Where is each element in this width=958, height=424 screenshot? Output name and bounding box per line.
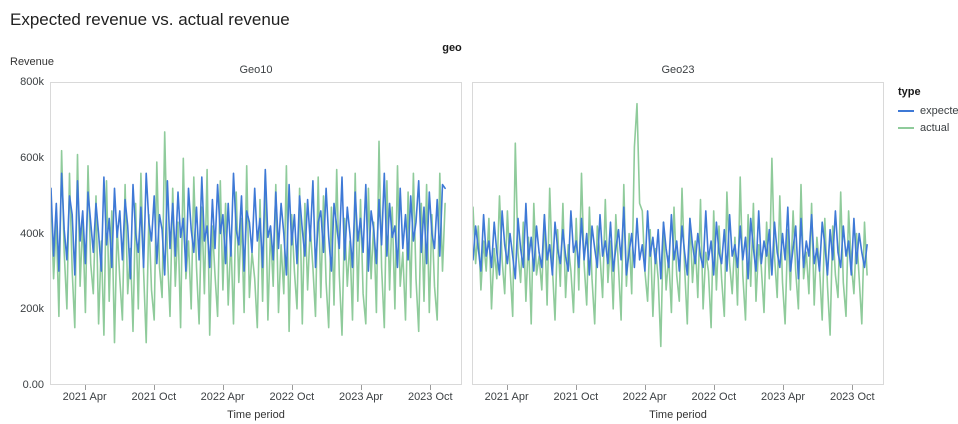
line-plot bbox=[51, 131, 446, 344]
x-tick-label: 2022 Oct bbox=[269, 391, 315, 403]
charts-block: Revenue 800k 600k 400k 200k 0.00 Geo10 2… bbox=[10, 56, 894, 421]
x-tick-mark bbox=[506, 385, 508, 390]
page-title: Expected revenue vs. actual revenue bbox=[10, 10, 290, 29]
x-tick-mark bbox=[430, 385, 432, 390]
legend-entry-expected: expected bbox=[898, 105, 958, 117]
x-axis-title: Time period bbox=[649, 409, 707, 421]
x-tick-label: 2023 Apr bbox=[761, 391, 806, 403]
series-line-actual bbox=[473, 102, 868, 348]
facet-field-label: geo bbox=[442, 42, 462, 54]
y-tick-label: 200k bbox=[20, 303, 44, 316]
x-tick-mark bbox=[783, 385, 785, 390]
x-tick-label: 2023 Oct bbox=[829, 391, 875, 403]
x-tick-mark bbox=[575, 385, 577, 390]
x-tick-mark bbox=[291, 385, 293, 390]
x-tick-label: 2023 Apr bbox=[339, 391, 384, 403]
legend-label-expected: expected bbox=[920, 105, 958, 117]
plot-panel bbox=[50, 82, 462, 385]
x-tick-label: 2023 Oct bbox=[407, 391, 453, 403]
charts-and-legend: Revenue 800k 600k 400k 200k 0.00 Geo10 2… bbox=[10, 56, 958, 421]
facet-geo23: Geo23 2021 Apr 2021 Oct 2022 Apr 2022 Oct 20… bbox=[472, 56, 884, 421]
x-axis-title: Time period bbox=[227, 409, 285, 421]
y-tick-label: 400k bbox=[20, 227, 44, 240]
x-tick-label: 2022 Oct bbox=[691, 391, 737, 403]
plot-panel bbox=[472, 82, 884, 385]
x-tick-label: 2021 Oct bbox=[553, 391, 599, 403]
x-axis: 2021 Apr 2021 Oct 2022 Apr 2022 Oct 2023 Apr… bbox=[50, 385, 462, 407]
y-axis: Revenue 800k 600k 400k 200k 0.00 bbox=[10, 56, 55, 421]
series-line-expected bbox=[473, 202, 868, 280]
series-line-expected bbox=[51, 168, 446, 280]
facet-title: Geo23 bbox=[661, 64, 695, 76]
legend-swatch-actual bbox=[898, 127, 914, 129]
series-line-actual bbox=[51, 131, 446, 344]
x-tick-label: 2022 Apr bbox=[622, 391, 667, 403]
x-tick-mark bbox=[153, 385, 155, 390]
legend-title: type bbox=[898, 86, 921, 98]
legend-label-actual: actual bbox=[920, 122, 950, 134]
x-axis: 2021 Apr 2021 Oct 2022 Apr 2022 Oct 2023 Apr… bbox=[472, 385, 884, 407]
x-tick-label: 2022 Apr bbox=[200, 391, 245, 403]
legend-swatch-expected bbox=[898, 110, 914, 112]
y-tick-labels: 800k 600k 400k 200k 0.00 bbox=[10, 76, 50, 391]
x-tick-mark bbox=[84, 385, 86, 390]
x-tick-mark bbox=[222, 385, 224, 390]
facet-title: Geo10 bbox=[239, 64, 273, 76]
y-axis-title: Revenue bbox=[10, 56, 55, 68]
y-tick-label: 600k bbox=[20, 151, 44, 164]
legend-entry-actual: actual bbox=[898, 122, 958, 134]
x-tick-label: 2021 Apr bbox=[62, 391, 107, 403]
line-plot bbox=[473, 102, 868, 348]
legend: type expected actual bbox=[898, 56, 958, 139]
x-tick-mark bbox=[713, 385, 715, 390]
facet-geo10: Geo10 2021 Apr 2021 Oct 2022 Apr 2022 Oct 20… bbox=[50, 56, 462, 421]
y-tick-label: 800k bbox=[20, 76, 44, 88]
x-tick-mark bbox=[852, 385, 854, 390]
x-tick-label: 2021 Apr bbox=[484, 391, 529, 403]
x-tick-label: 2021 Oct bbox=[131, 391, 177, 403]
y-tick-label: 0.00 bbox=[22, 379, 44, 391]
x-tick-mark bbox=[644, 385, 646, 390]
x-tick-mark bbox=[361, 385, 363, 390]
